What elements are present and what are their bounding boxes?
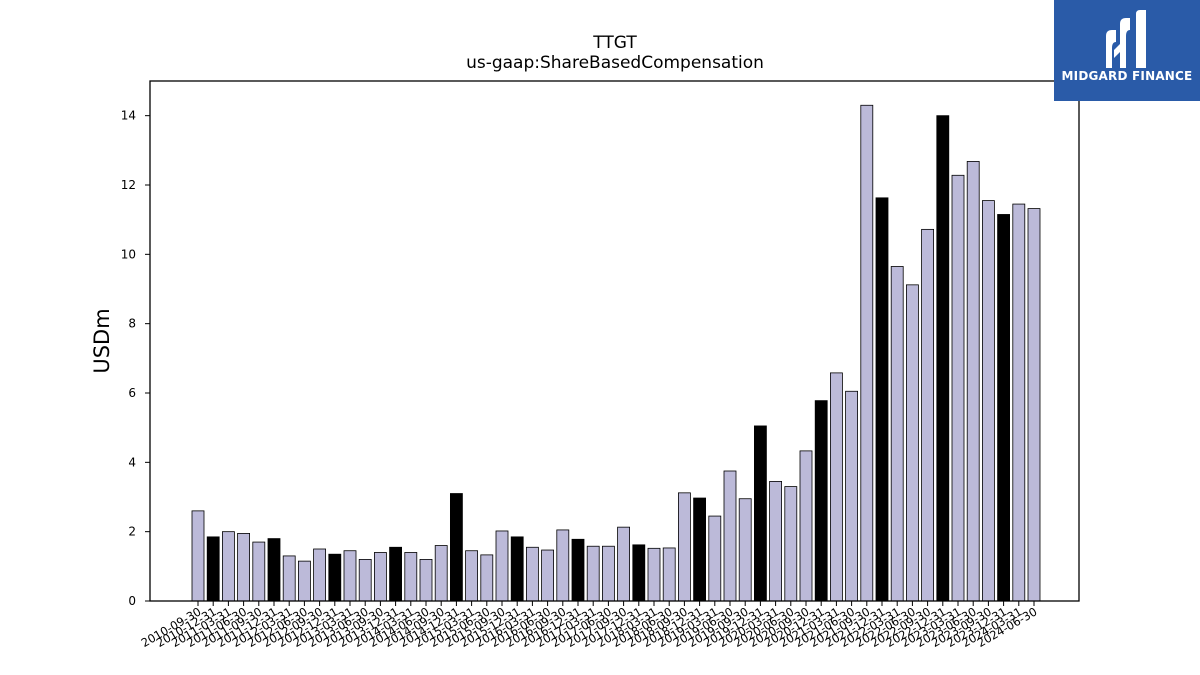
bar-2019-09-30 [738, 498, 752, 602]
bar-2020-12-31 [814, 400, 828, 602]
bar-2017-09-30 [617, 526, 630, 602]
bar-2022-09-30 [921, 228, 934, 602]
bar-2011-09-30 [252, 541, 266, 602]
bar-2011-03-31 [221, 531, 235, 602]
bar-2023-06-30 [966, 161, 980, 602]
bar-2013-12-31 [389, 546, 403, 602]
bar-2024-03-31 [1012, 203, 1026, 602]
bar-2018-12-31 [693, 497, 706, 602]
bar-2012-03-31 [282, 555, 296, 602]
bar-2011-12-31 [267, 538, 281, 602]
bar-2018-06-30 [662, 547, 676, 602]
y-axis-label: USDm [90, 308, 114, 373]
x-axis-ticks: 2010-09-302010-12-312011-03-312011-06-30… [139, 601, 1040, 650]
bar-2023-09-30 [982, 200, 995, 602]
logo-mark-icon [1054, 0, 1200, 101]
bar-2024-06-30 [1027, 208, 1041, 602]
y-tick-label: 12 [121, 178, 136, 192]
bar-2012-06-30 [297, 560, 311, 602]
bar-2016-03-31 [526, 546, 539, 602]
bar-2015-12-31 [510, 536, 524, 602]
bar-2010-09-30 [191, 510, 205, 602]
bar-2022-06-30 [906, 284, 919, 602]
bar-2015-03-31 [465, 550, 479, 602]
y-tick-label: 10 [121, 247, 136, 261]
y-tick-label: 4 [128, 455, 136, 469]
bar-2022-03-31 [890, 266, 904, 602]
bar-2019-12-31 [754, 425, 767, 602]
bar-2019-06-30 [723, 470, 737, 602]
bar-2016-06-30 [541, 549, 554, 602]
y-axis-ticks: 0 2 4 6 8 10 12 14 [121, 109, 150, 608]
y-tick-label: 6 [128, 386, 136, 400]
bar-2021-09-30 [860, 104, 874, 602]
bar-2021-06-30 [845, 390, 858, 602]
bar-2020-09-30 [799, 450, 813, 602]
plot-frame [149, 80, 1080, 602]
bar-2011-06-30 [237, 533, 251, 602]
bar-2019-03-31 [708, 515, 722, 602]
y-tick-label: 14 [121, 109, 136, 123]
bar-2021-12-31 [875, 197, 889, 602]
bar-2012-09-30 [313, 548, 327, 602]
y-tick-label: 2 [128, 525, 136, 539]
bar-2014-06-30 [419, 559, 433, 602]
bar-2018-03-31 [647, 547, 661, 602]
bar-2014-09-30 [434, 545, 448, 602]
bar-2013-09-30 [373, 552, 387, 602]
logo-text: MIDGARD FINANCE [1061, 69, 1193, 83]
y-tick-label: 0 [128, 594, 136, 608]
bar-2012-12-31 [328, 553, 342, 602]
bar-2016-09-30 [556, 529, 570, 602]
bar-2015-06-30 [480, 554, 494, 602]
bar-2015-09-30 [495, 530, 509, 602]
bar-2020-06-30 [784, 486, 798, 602]
midgard-finance-logo: MIDGARD FINANCE [1054, 0, 1200, 101]
bars-group [191, 104, 1041, 602]
bar-2017-06-30 [602, 545, 615, 602]
bar-2017-03-31 [586, 545, 600, 602]
bar-2022-12-31 [936, 115, 950, 602]
bar-2013-03-31 [343, 550, 357, 602]
y-tick-label: 8 [128, 317, 136, 331]
bar-2023-12-31 [997, 214, 1010, 602]
bar-2018-09-30 [678, 492, 691, 602]
bar-2014-12-31 [449, 493, 463, 602]
bar-2010-12-31 [206, 536, 220, 602]
bar-2021-03-31 [830, 372, 843, 602]
bar-2016-12-31 [571, 538, 585, 602]
bar-2013-06-30 [358, 559, 372, 602]
bar-2020-03-31 [769, 480, 782, 602]
bar-2017-12-31 [632, 544, 646, 602]
chart-subtitle: us-gaap:ShareBasedCompensation [466, 53, 764, 73]
bar-2014-03-31 [404, 552, 418, 602]
bar-2023-03-31 [951, 174, 965, 602]
chart-title: TTGT [592, 33, 637, 53]
